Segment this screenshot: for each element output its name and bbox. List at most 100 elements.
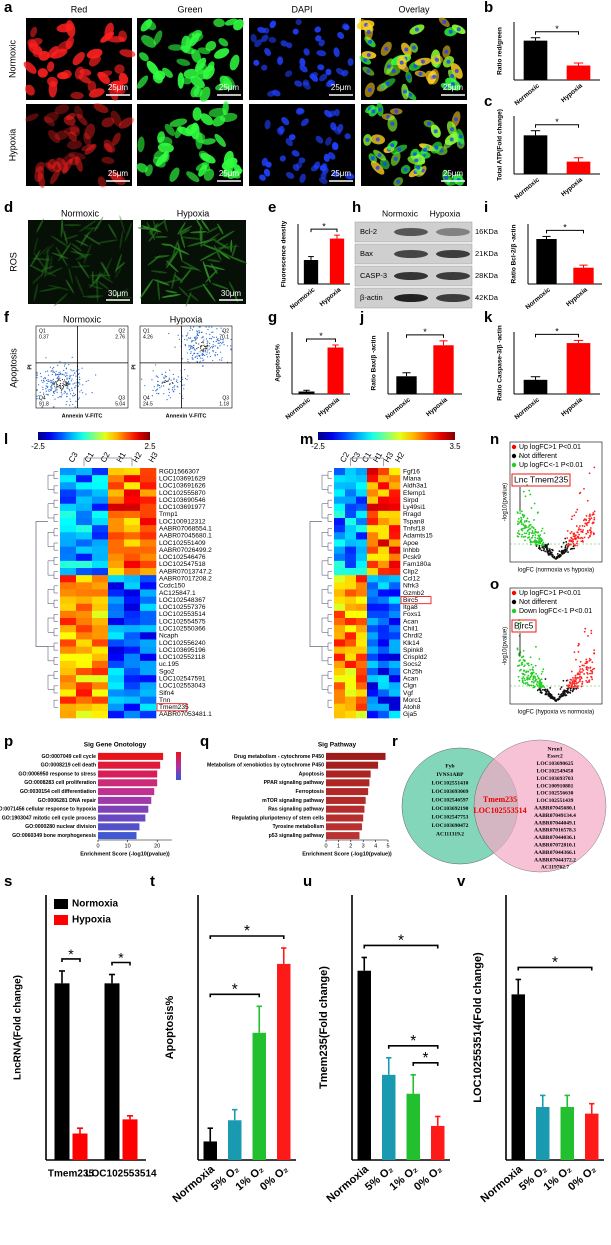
event: [59, 383, 62, 385]
event: [57, 377, 59, 379]
error-bar: [332, 344, 339, 348]
set-member: AABR07044366.1: [534, 850, 576, 856]
cell: [157, 142, 174, 153]
cell: [36, 218, 44, 233]
cell: [72, 52, 85, 66]
cell: [43, 243, 55, 255]
heatmap-cell: [124, 560, 141, 569]
event: [168, 391, 171, 393]
bar: [326, 779, 370, 787]
significance-bracket: [387, 1044, 439, 1049]
gene-point: [546, 547, 549, 550]
event: [57, 376, 59, 378]
heatmap-cell: [389, 539, 401, 547]
cell: [146, 221, 155, 241]
dendrogram: [327, 485, 332, 494]
event: [195, 342, 197, 344]
heatmap-cell: [378, 632, 390, 640]
event: [59, 396, 61, 398]
significance-bracket: [535, 333, 579, 338]
gene-point: [583, 673, 586, 675]
event: [184, 338, 186, 341]
heatmap-cell: [124, 589, 141, 597]
cell: [97, 281, 110, 290]
callout-label: Lnc Tmem235: [514, 474, 568, 484]
cell: [23, 61, 37, 74]
gene-point: [522, 523, 525, 526]
gene-point: [532, 686, 535, 689]
gene-point: [569, 682, 572, 685]
cell: [66, 139, 83, 150]
gene-point: [559, 688, 562, 690]
event: [218, 342, 220, 344]
gene-point: [556, 553, 559, 555]
heatmap-cell: [92, 689, 109, 697]
heatmap-cell: [124, 553, 141, 562]
nucleus: [416, 165, 421, 170]
heatmap-cell: [389, 603, 401, 612]
heatmap-cell: [124, 660, 141, 669]
cell: [257, 26, 266, 34]
heatmap-cell: [356, 596, 368, 605]
event: [200, 345, 202, 347]
heatmap-cell: [60, 703, 77, 712]
cell: [30, 26, 38, 38]
gene-point: [532, 532, 535, 535]
cell: [294, 80, 303, 87]
set-member: LOC102549458: [537, 768, 574, 774]
gene-point: [578, 527, 580, 529]
event: [221, 338, 223, 340]
nucleus: [434, 145, 439, 150]
heatmap-cell: [345, 660, 357, 669]
gene-point: [524, 520, 526, 522]
event: [36, 377, 38, 379]
gene-point: [572, 685, 575, 688]
event: [64, 375, 67, 377]
event: [164, 379, 166, 382]
x-tick-label: Hypoxia: [560, 396, 584, 418]
x-tick-label: 0% O₂: [566, 1163, 599, 1193]
gene-point: [518, 622, 521, 625]
gene-point: [571, 682, 574, 685]
event: [54, 398, 56, 400]
gene-point: [531, 534, 534, 537]
column-label: Overlay: [398, 4, 430, 14]
event: [176, 379, 178, 381]
cell: [337, 32, 345, 39]
heatmap-cell: [140, 503, 157, 512]
heatmap-cell: [378, 703, 390, 712]
heatmap-cell: [345, 603, 357, 612]
heatmap-cell: [334, 525, 346, 533]
dendrogram: [327, 657, 332, 665]
error-bar: [281, 947, 287, 964]
heatmap-cell: [140, 475, 157, 483]
y-tick-label: mTOR signaling pathway: [262, 798, 324, 804]
cell: [263, 168, 271, 177]
event: [61, 388, 63, 391]
cell: [47, 284, 71, 291]
heatmap-cell: [60, 560, 77, 569]
gene-point: [579, 537, 582, 540]
event: [46, 370, 49, 372]
event: [73, 382, 76, 384]
cell: [61, 153, 75, 166]
gene-label: Clip2: [403, 568, 418, 575]
dendrogram: [47, 646, 54, 662]
event: [194, 338, 197, 340]
panel-letter: g: [268, 309, 277, 326]
row-label: Normoxic: [7, 40, 17, 79]
event: [72, 374, 74, 376]
nucleus: [382, 161, 387, 166]
event: [202, 353, 205, 355]
cell: [250, 33, 257, 43]
event: [60, 372, 62, 375]
event: [53, 371, 56, 373]
significance-bracket: [535, 31, 579, 35]
gene-point: [590, 632, 593, 635]
heatmap-cell: [356, 482, 368, 490]
heatmap-cell: [92, 525, 109, 533]
heatmap-cell: [345, 625, 357, 633]
gene-point: [524, 679, 526, 682]
event: [184, 345, 187, 347]
heatmap-cell: [356, 539, 368, 547]
